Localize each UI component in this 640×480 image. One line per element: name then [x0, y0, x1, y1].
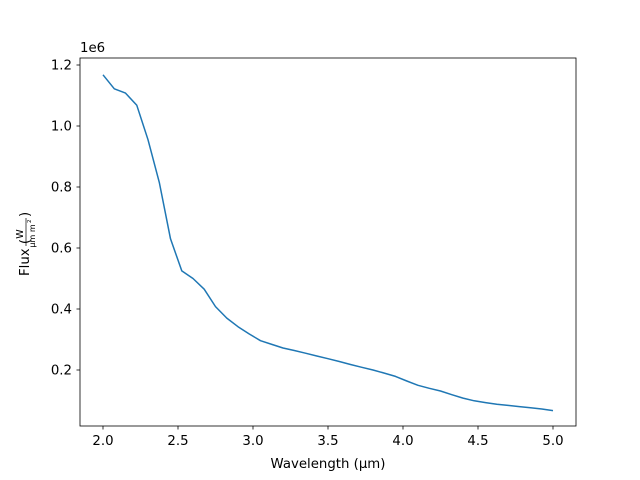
x-tick-label: 4.5: [467, 434, 488, 449]
y-tick-label: 1.2: [51, 59, 72, 74]
y-tick-label: 0.8: [51, 181, 72, 196]
y-tick-label: 0.6: [51, 242, 72, 257]
y-tick-label: 1.0: [51, 120, 72, 135]
x-axis-label: Wavelength (µm): [271, 457, 386, 472]
y-axis: 0.2 0.4 0.6 0.8 1.0 1.2: [51, 59, 80, 379]
y-tick-label: 0.2: [51, 364, 72, 379]
x-axis: 2.0 2.5 3.0 3.5 4.0 4.5 5.0: [92, 426, 564, 449]
y-axis-label-superscript: 2: [27, 220, 33, 224]
flux-line: [102, 74, 554, 412]
y-axis-label-suffix: ): [18, 212, 33, 217]
y-offset-text: 1e6: [80, 41, 105, 56]
x-tick-label: 3.5: [317, 434, 338, 449]
x-tick-label: 2.0: [92, 434, 113, 449]
x-tick-label: 2.5: [167, 434, 188, 449]
x-tick-label: 4.0: [392, 434, 413, 449]
y-axis-label: Flux ( W µm m 2 ): [15, 212, 37, 276]
x-tick-label: 3.0: [242, 434, 263, 449]
axes-background: [80, 58, 576, 426]
x-tick-label: 5.0: [542, 434, 563, 449]
y-axis-label-numerator: W: [15, 229, 26, 239]
y-axis-label-prefix: Flux (: [18, 239, 33, 276]
y-axis-label-denominator: µm m: [28, 224, 37, 247]
y-tick-label: 0.4: [51, 303, 72, 318]
plot-area: [79, 57, 577, 427]
